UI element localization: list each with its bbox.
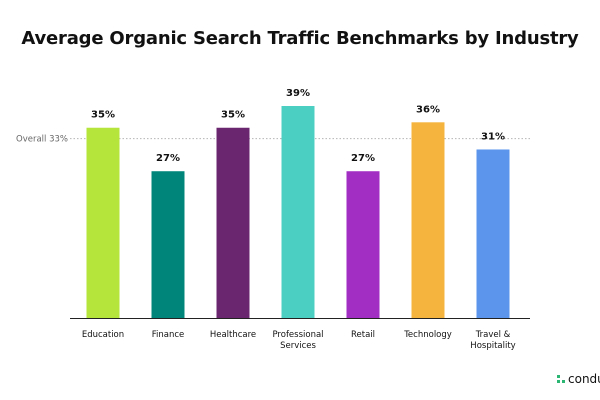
chart-title: Average Organic Search Traffic Benchmark… [21,28,579,49]
value-label: 35% [221,110,245,121]
category-label: Education [82,330,124,340]
bar-7 [476,149,510,318]
category-label: Finance [152,330,185,340]
category-label: Retail [351,330,375,340]
bar-5 [346,171,380,318]
value-label: 36% [416,104,440,115]
bar-2 [151,171,185,318]
bar-4 [281,106,315,318]
reference-line-label: Overall 33% [16,135,68,145]
value-label: 35% [91,110,115,121]
category-label: Healthcare [210,330,256,340]
brand-name: conduc [568,372,600,386]
bar-3 [216,127,250,318]
conductor-logo-icon [557,375,565,383]
bar-1 [86,127,120,318]
bar-6 [411,122,445,318]
category-label: Professional Services [272,330,323,351]
value-label: 31% [481,131,505,142]
value-label: 27% [351,153,375,164]
brand-logo: conduc [557,372,600,386]
value-label: 27% [156,153,180,164]
category-label: Technology [403,330,452,340]
category-label: Travel & Hospitality [470,330,515,351]
value-label: 39% [286,88,310,99]
